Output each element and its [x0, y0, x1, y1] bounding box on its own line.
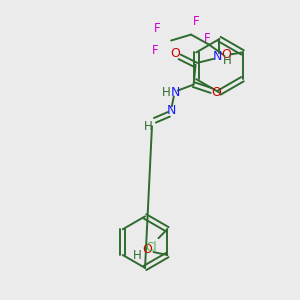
- Text: N: N: [213, 50, 222, 63]
- Text: H: H: [144, 120, 152, 133]
- Text: O: O: [170, 47, 180, 60]
- Text: Cl: Cl: [146, 241, 157, 254]
- Text: F: F: [193, 15, 199, 28]
- Text: F: F: [152, 44, 159, 57]
- Text: H: H: [223, 54, 232, 67]
- Text: F: F: [203, 32, 210, 45]
- Text: O: O: [212, 86, 221, 99]
- Text: H: H: [133, 248, 142, 262]
- Text: O: O: [142, 243, 152, 256]
- Text: N: N: [167, 104, 176, 117]
- Text: N: N: [171, 86, 180, 99]
- Text: F: F: [154, 22, 160, 35]
- Text: H: H: [161, 86, 170, 99]
- Text: O: O: [222, 48, 232, 61]
